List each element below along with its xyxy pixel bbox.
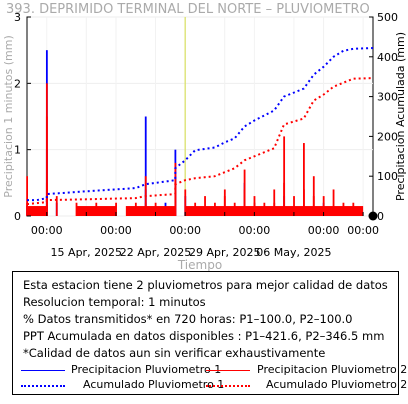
precip-bar-p2	[214, 202, 216, 216]
info-box: Esta estacion tiene 2 pluviometros para …	[12, 271, 407, 395]
precip-bar-p2	[303, 189, 305, 216]
right-tick-label: 400	[377, 51, 398, 64]
x-tick-date-label: 06 May, 2025	[256, 246, 331, 259]
legend-swatch-a2	[206, 385, 250, 387]
legend-label-a1: Acumulado Pluviometro 1	[83, 378, 225, 391]
precip-bar-p2	[303, 143, 305, 216]
precip-bar-p2	[233, 202, 236, 216]
left-tick-label: 3	[14, 11, 21, 24]
precip-run-p2	[204, 206, 235, 216]
right-tick-label: 0	[377, 210, 384, 223]
right-tick-label: 500	[377, 11, 398, 24]
x-tick-date-label: 22 Apr, 2025	[120, 246, 192, 259]
x-tick-time-label: 00:00	[347, 224, 379, 237]
precip-bar-p2	[243, 189, 246, 216]
precip-bar-p2	[134, 202, 137, 216]
precip-bar-p1	[144, 116, 147, 216]
legend-swatch-a1	[21, 385, 65, 387]
legend-swatch-p2	[206, 370, 250, 371]
legend-label-p1: Precipitacion Pluviometro 1	[71, 363, 222, 376]
right-axis-ticks: 0 100 200 300 400 500	[369, 11, 398, 223]
precip-bar-p2	[184, 189, 187, 216]
precip-bar-p2	[154, 202, 157, 216]
x-tick-time-label: 00:00	[169, 224, 201, 237]
x-tick-time-label: 00:00	[239, 224, 271, 237]
plot-frame	[26, 16, 374, 217]
precip-bar-p2	[26, 176, 28, 216]
precip-bar-p2	[253, 202, 256, 216]
precip-bar-p2	[283, 136, 286, 216]
precip-bar-p2	[352, 202, 355, 216]
precip-bar-p2	[45, 116, 48, 216]
precip-bar-p2	[115, 202, 117, 216]
precipitation-bars	[26, 50, 364, 216]
precip-run-p2	[234, 206, 265, 216]
left-axis-label: Precipitacion 1 minutos (mm)	[2, 35, 15, 197]
x-tick-time-label: 00:00	[100, 224, 132, 237]
precip-bar-p2	[293, 196, 295, 216]
left-tick-label: 0	[14, 210, 21, 223]
precip-bar-p2	[174, 182, 177, 216]
legend-swatch-p1	[21, 370, 65, 371]
grid-lines	[27, 16, 373, 217]
x-tick-time-label: 00:00	[31, 224, 63, 237]
precip-bar-p2	[55, 196, 58, 216]
precip-bar-p2	[322, 196, 325, 216]
x-axis-label: Tiempo	[177, 258, 222, 272]
precip-bar-p2	[342, 202, 345, 216]
info-accumulated: PPT Acumulada en datos disponibles : P1–…	[23, 329, 385, 343]
precip-run-p2	[27, 206, 47, 216]
precip-bar-p2	[312, 196, 315, 216]
chart-title: 393. DEPRIMIDO TERMINAL DEL NORTE – PLUV…	[6, 2, 370, 17]
accumulated-line-p1	[27, 47, 374, 202]
right-tick-label: 100	[377, 170, 398, 183]
info-stations: Esta estacion tiene 2 pluviometros para …	[23, 278, 388, 292]
x-tick-date-label: 29 Apr, 2025	[189, 246, 261, 259]
accumulated-line-p2	[26, 77, 374, 206]
right-tick-label: 200	[377, 130, 398, 143]
precip-bar-p2	[95, 202, 98, 216]
info-resolution: Resolucion temporal: 1 minutos	[23, 295, 206, 309]
legend-label-p2: Precipitacion Pluviometro 2	[257, 363, 408, 376]
precip-bar-p2	[204, 196, 206, 216]
precip-bar-p2	[283, 182, 286, 216]
precip-bar-p2	[223, 196, 226, 216]
right-axis-label: Precipitacion Acumulada (mm)	[394, 32, 407, 201]
precip-bar-p2	[75, 202, 78, 216]
precip-bar-p2	[273, 202, 276, 216]
x-axis-ticks: 00:00 15 Apr, 2025 00:00 22 Apr, 2025 00:00 2…	[31, 212, 379, 259]
info-quality-note: *Calidad de datos aun sin verificar exha…	[23, 346, 326, 360]
precip-run-p2	[145, 206, 176, 216]
left-tick-label: 1	[14, 144, 21, 157]
precip-run-p2	[96, 206, 116, 216]
legend-label-a2: Acumulado Pluviometro 2	[266, 378, 408, 391]
precip-run-p2	[76, 206, 97, 216]
precip-bar-p2	[263, 202, 266, 216]
precip-bar-p2	[194, 202, 197, 216]
info-transmitted: % Datos transmitidos* en 720 horas: P1–1…	[23, 312, 353, 326]
x-tick-time-label: 00:00	[308, 224, 340, 237]
left-axis-ticks: 0 1 2 3	[14, 11, 31, 223]
left-tick-label: 2	[14, 77, 21, 90]
precip-bar-p2	[332, 189, 335, 216]
accumulated-lines	[26, 47, 378, 221]
right-tick-label: 300	[377, 91, 398, 104]
x-tick-date-label: 15 Apr, 2025	[51, 246, 123, 259]
